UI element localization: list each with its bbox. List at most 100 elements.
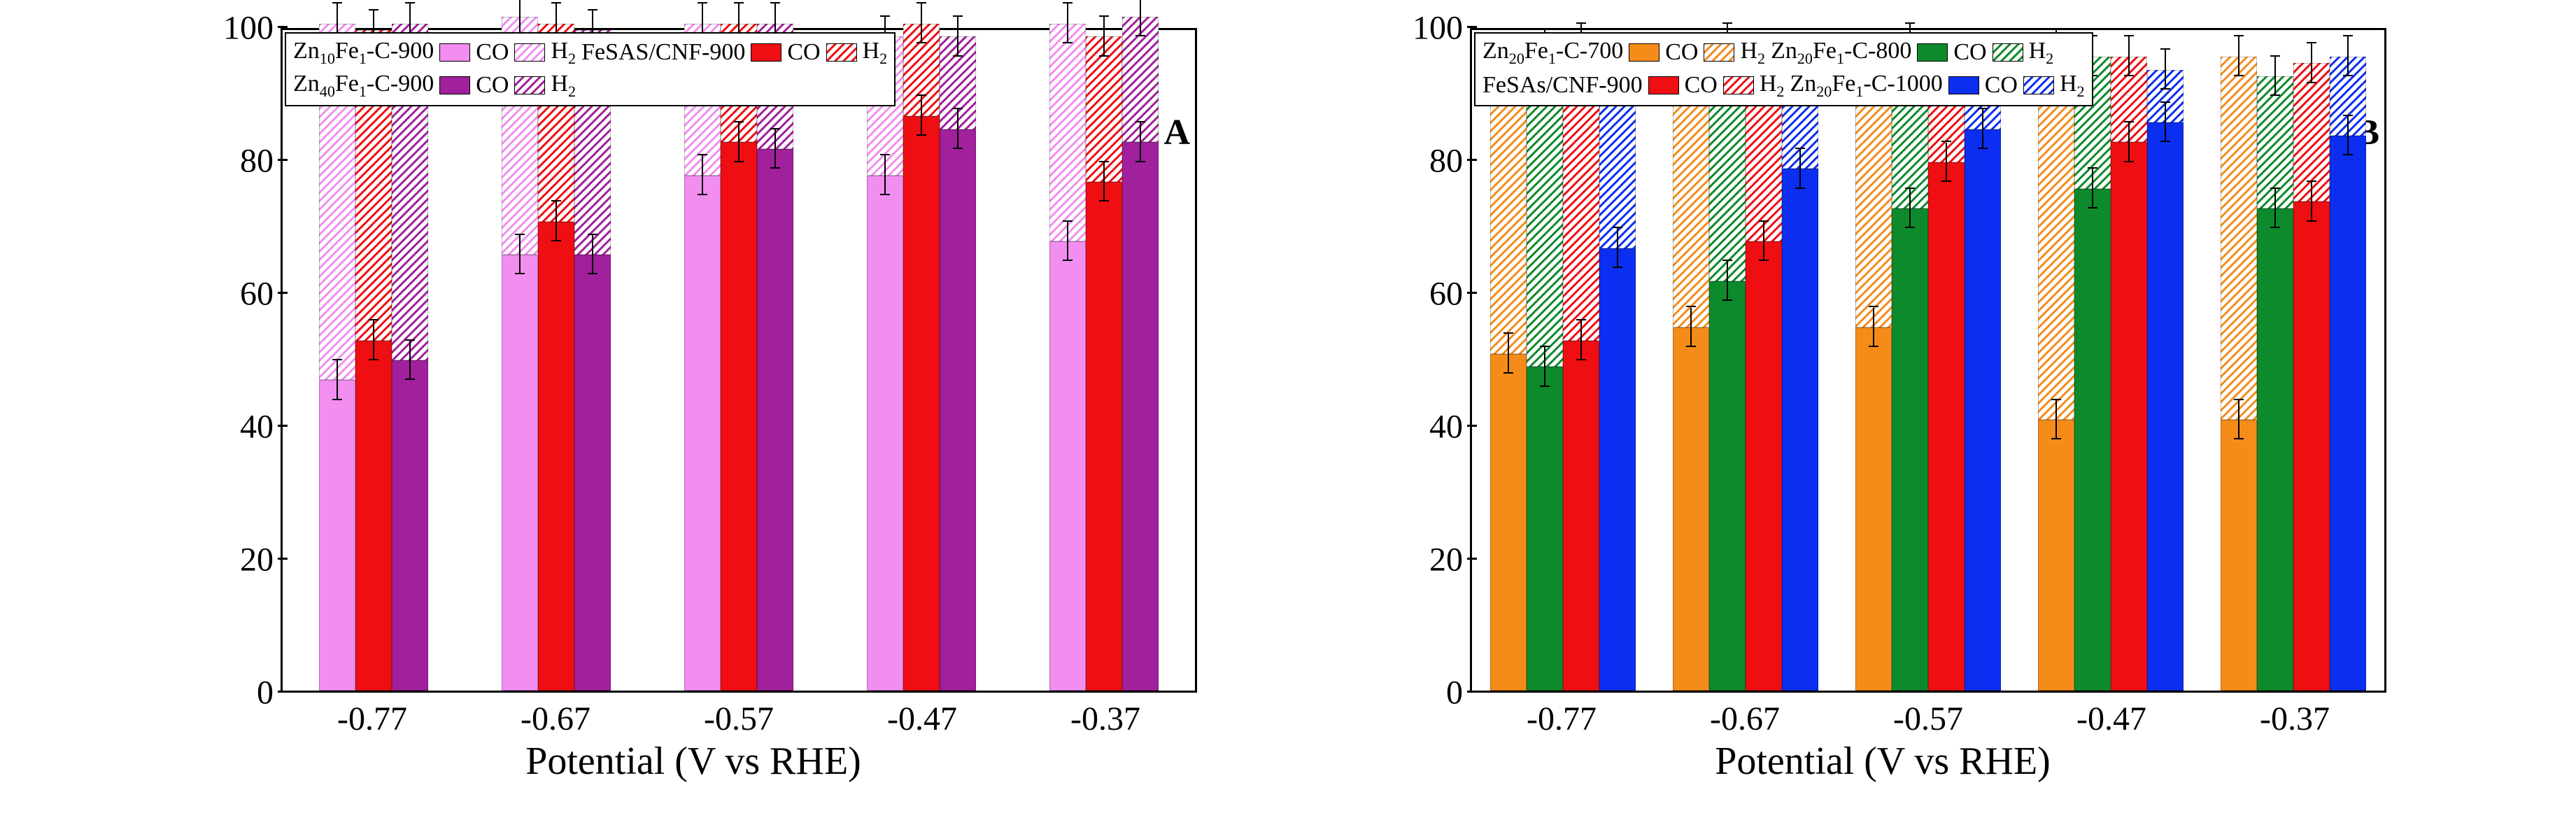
err-cap [1135, 121, 1145, 122]
bar-group [867, 30, 976, 691]
err-co [1763, 222, 1764, 262]
err-cap [2124, 161, 2134, 162]
bar-segment-co [684, 176, 721, 691]
err-cap [698, 2, 707, 3]
err-total [1140, 0, 1141, 36]
err-cap [2307, 220, 2316, 222]
err-cap [2307, 82, 2316, 83]
bar-group [2221, 30, 2366, 691]
err-co [519, 235, 521, 275]
err-co [1067, 222, 1068, 262]
err-cap [2051, 438, 2061, 439]
bar-stack [538, 30, 574, 691]
bar-segment-co [2074, 189, 2111, 691]
bar-stack [1599, 30, 1636, 691]
legend-swatch-co [1948, 76, 1979, 94]
err-co [884, 155, 886, 195]
bar-segment-co [1928, 162, 1965, 691]
panel-a: Faradaic Effficiency (%) Potential (V vs… [169, 14, 1218, 784]
err-cap [2343, 35, 2353, 36]
legend-series-label: Zn20Fe1-C-700 [1482, 38, 1623, 68]
err-cap [1613, 227, 1622, 228]
legend-text-co: CO [1685, 72, 1718, 99]
err-cap [588, 234, 597, 235]
err-cap [2270, 94, 2280, 96]
err-cap [1686, 346, 1696, 347]
bar-segment-co [2147, 122, 2184, 691]
err-co [2238, 400, 2239, 440]
err-cap [1795, 188, 1805, 189]
legend-swatch-h2 [1723, 76, 1754, 94]
bar-stack [1892, 30, 1928, 691]
err-cap [2343, 115, 2353, 116]
legend-swatch-h2 [1704, 43, 1734, 62]
err-cap [2088, 167, 2097, 169]
err-co [2092, 169, 2093, 208]
err-cap [880, 194, 890, 195]
bar-segment-co [1527, 367, 1563, 691]
err-cap [1795, 148, 1805, 149]
bar-segment-co [1855, 327, 1892, 691]
y-tick-label: 0 [204, 674, 274, 712]
err-cap [1540, 29, 1550, 30]
bar-stack [2111, 30, 2147, 691]
bar-segment-co [2293, 202, 2330, 691]
err-cap [588, 273, 597, 274]
bar-segment-co [355, 341, 392, 691]
bar-segment-co [2111, 142, 2147, 691]
err-cap [551, 200, 561, 202]
legend-text-co: CO [1953, 39, 1986, 66]
legend-series-label: FeSAs/CNF-900 [1482, 72, 1643, 99]
err-cap [1941, 181, 1951, 182]
err-co [2128, 122, 2130, 162]
bar-group [319, 30, 428, 691]
y-tick-label: 100 [204, 9, 274, 48]
bar-stack [2074, 30, 2111, 691]
err-total [2347, 36, 2349, 76]
plot-area-b: Zn20Fe1-C-700COH2Zn20Fe1-C-800COH2FeSAs/… [1470, 28, 2386, 693]
legend-text-co: CO [1665, 39, 1698, 66]
bar-stack [2330, 30, 2366, 691]
bar-stack [757, 30, 793, 691]
err-co [1690, 308, 1692, 348]
err-cap [1686, 306, 1696, 307]
err-co [738, 122, 739, 162]
bar-stack [1709, 30, 1746, 691]
err-co [2311, 182, 2312, 222]
err-cap [515, 234, 525, 235]
bar-segment-co [2038, 420, 2074, 691]
bar-segment-co [502, 255, 538, 691]
bar-stack [1527, 30, 1563, 691]
bar-stack [1490, 30, 1527, 691]
bar-stack [319, 30, 355, 691]
x-tick-label: -0.77 [1527, 700, 1597, 738]
legend-swatch-h2 [826, 43, 857, 62]
bar-segment-co [1599, 248, 1636, 691]
bar-segment-h2 [1049, 24, 1086, 242]
err-cap [2124, 121, 2134, 122]
err-cap [698, 194, 707, 195]
legend-text-h2: H2 [2029, 38, 2054, 68]
bar-segment-co [538, 222, 574, 691]
bar-stack [721, 30, 757, 691]
legend-swatch-co [439, 43, 470, 62]
bar-segment-co [2221, 420, 2257, 691]
err-cap [332, 399, 342, 400]
bar-stack [2038, 30, 2074, 691]
bar-segment-co [1563, 341, 1599, 691]
bar-segment-co [1049, 241, 1086, 691]
x-ticks-a: -0.77-0.67-0.57-0.47-0.37 [281, 700, 1197, 742]
err-cap [2160, 141, 2170, 142]
legend-row: Zn20Fe1-C-700COH2Zn20Fe1-C-800COH2 [1482, 38, 2085, 68]
bar-segment-co [1122, 142, 1159, 691]
legend-text-h2: H2 [551, 38, 576, 68]
err-cap [770, 2, 780, 3]
err-cap [1576, 22, 1586, 24]
bar-stack [1965, 30, 2001, 691]
panel-b: Faradaic Effficiency (%) Potential (V vs… [1358, 14, 2407, 784]
err-cap [2160, 101, 2170, 103]
err-cap [2160, 88, 2170, 90]
bar-segment-co [1892, 208, 1928, 691]
err-cap [2234, 35, 2244, 36]
legend-swatch-co [439, 76, 470, 94]
